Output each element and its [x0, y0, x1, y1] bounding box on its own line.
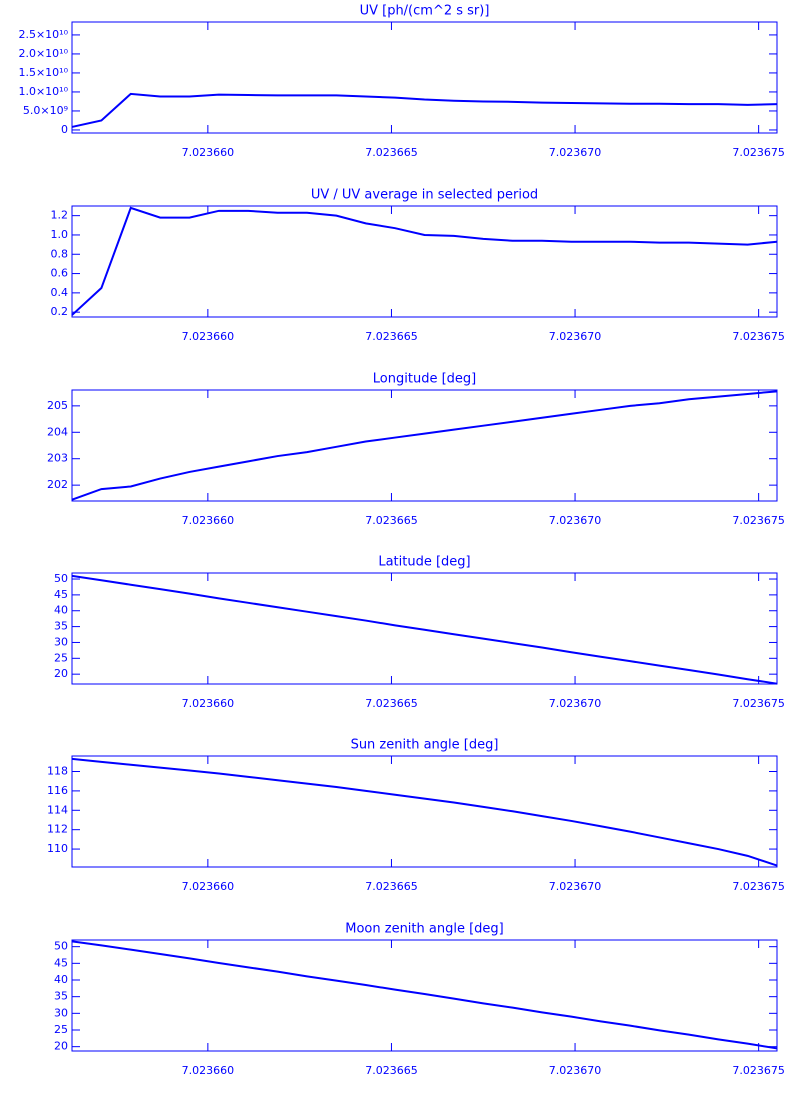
y-tick-label: 0.4	[51, 286, 69, 299]
y-tick-label: 0.6	[51, 267, 69, 280]
x-tick-label: 7.023670	[549, 697, 602, 710]
plot-frame	[71, 389, 778, 502]
y-tick-label: 20	[54, 667, 68, 680]
x-tick-label: 7.023660	[182, 330, 235, 343]
x-tick-label: 7.023670	[549, 514, 602, 527]
y-tick-label: 1.0	[51, 228, 69, 241]
x-tick-label: 7.023670	[549, 146, 602, 159]
y-tick-label: 204	[47, 425, 68, 438]
y-tick-label: 112	[47, 823, 68, 836]
chart-title: UV / UV average in selected period	[311, 188, 538, 203]
y-tick-label: 20	[54, 1040, 68, 1053]
y-tick-label: 118	[47, 765, 68, 778]
x-tick-label: 7.023670	[549, 880, 602, 893]
x-tick-label: 7.023675	[732, 146, 785, 159]
chart-title: Moon zenith angle [deg]	[345, 922, 503, 937]
x-tick-label: 7.023675	[732, 880, 785, 893]
y-tick-label: 0	[61, 123, 68, 136]
x-tick-label: 7.023660	[182, 146, 235, 159]
x-tick-label: 7.023675	[732, 697, 785, 710]
y-tick-label: 202	[47, 478, 68, 491]
x-tick-label: 7.023665	[365, 514, 418, 527]
x-tick-label: 7.023675	[732, 1064, 785, 1077]
chart-title: UV [ph/(cm^2 s sr)]	[360, 4, 490, 19]
plot-frame	[71, 21, 778, 134]
plot-frame	[71, 755, 778, 868]
x-tick-label: 7.023670	[549, 330, 602, 343]
y-tick-label: 40	[54, 604, 68, 617]
y-tick-label: 114	[47, 803, 68, 816]
y-tick-label: 1.0×10¹⁰	[18, 85, 68, 98]
y-tick-label: 2.0×10¹⁰	[18, 47, 68, 60]
y-tick-label: 5.0×10⁹	[23, 104, 68, 117]
chart-title: Sun zenith angle [deg]	[351, 738, 499, 753]
y-tick-label: 110	[47, 842, 68, 855]
chart-title: Longitude [deg]	[373, 372, 476, 387]
y-tick-label: 203	[47, 452, 68, 465]
x-tick-label: 7.023660	[182, 880, 235, 893]
x-tick-label: 7.023670	[549, 1064, 602, 1077]
y-tick-label: 50	[54, 572, 68, 585]
x-tick-label: 7.023675	[732, 514, 785, 527]
y-tick-label: 30	[54, 1006, 68, 1019]
y-tick-label: 1.5×10¹⁰	[18, 66, 68, 79]
data-line	[71, 940, 778, 1050]
y-tick-label: 35	[54, 620, 68, 633]
data-line	[71, 92, 778, 128]
y-tick-label: 25	[54, 651, 68, 664]
data-line	[71, 390, 778, 501]
y-tick-label: 35	[54, 990, 68, 1003]
y-tick-label: 50	[54, 940, 68, 953]
plot-frame	[71, 939, 778, 1052]
y-tick-label: 40	[54, 973, 68, 986]
y-tick-label: 1.2	[51, 209, 69, 222]
y-tick-label: 25	[54, 1023, 68, 1036]
y-tick-label: 30	[54, 635, 68, 648]
x-tick-label: 7.023665	[365, 880, 418, 893]
y-tick-label: 0.2	[51, 305, 69, 318]
x-tick-label: 7.023660	[182, 1064, 235, 1077]
x-tick-label: 7.023665	[365, 697, 418, 710]
y-tick-label: 45	[54, 588, 68, 601]
plot-frame	[71, 572, 778, 685]
x-tick-label: 7.023665	[365, 330, 418, 343]
plot-frame	[71, 205, 778, 318]
y-tick-label: 116	[47, 784, 68, 797]
data-line	[71, 574, 778, 685]
chart-title: Latitude [deg]	[378, 555, 470, 570]
x-tick-label: 7.023660	[182, 697, 235, 710]
y-tick-label: 2.5×10¹⁰	[18, 28, 68, 41]
x-tick-label: 7.023665	[365, 146, 418, 159]
data-line	[71, 206, 778, 316]
x-tick-label: 7.023665	[365, 1064, 418, 1077]
y-tick-label: 205	[47, 399, 68, 412]
x-tick-label: 7.023675	[732, 330, 785, 343]
x-tick-label: 7.023660	[182, 514, 235, 527]
y-tick-label: 45	[54, 956, 68, 969]
data-line	[71, 757, 778, 867]
y-tick-label: 0.8	[51, 247, 69, 260]
